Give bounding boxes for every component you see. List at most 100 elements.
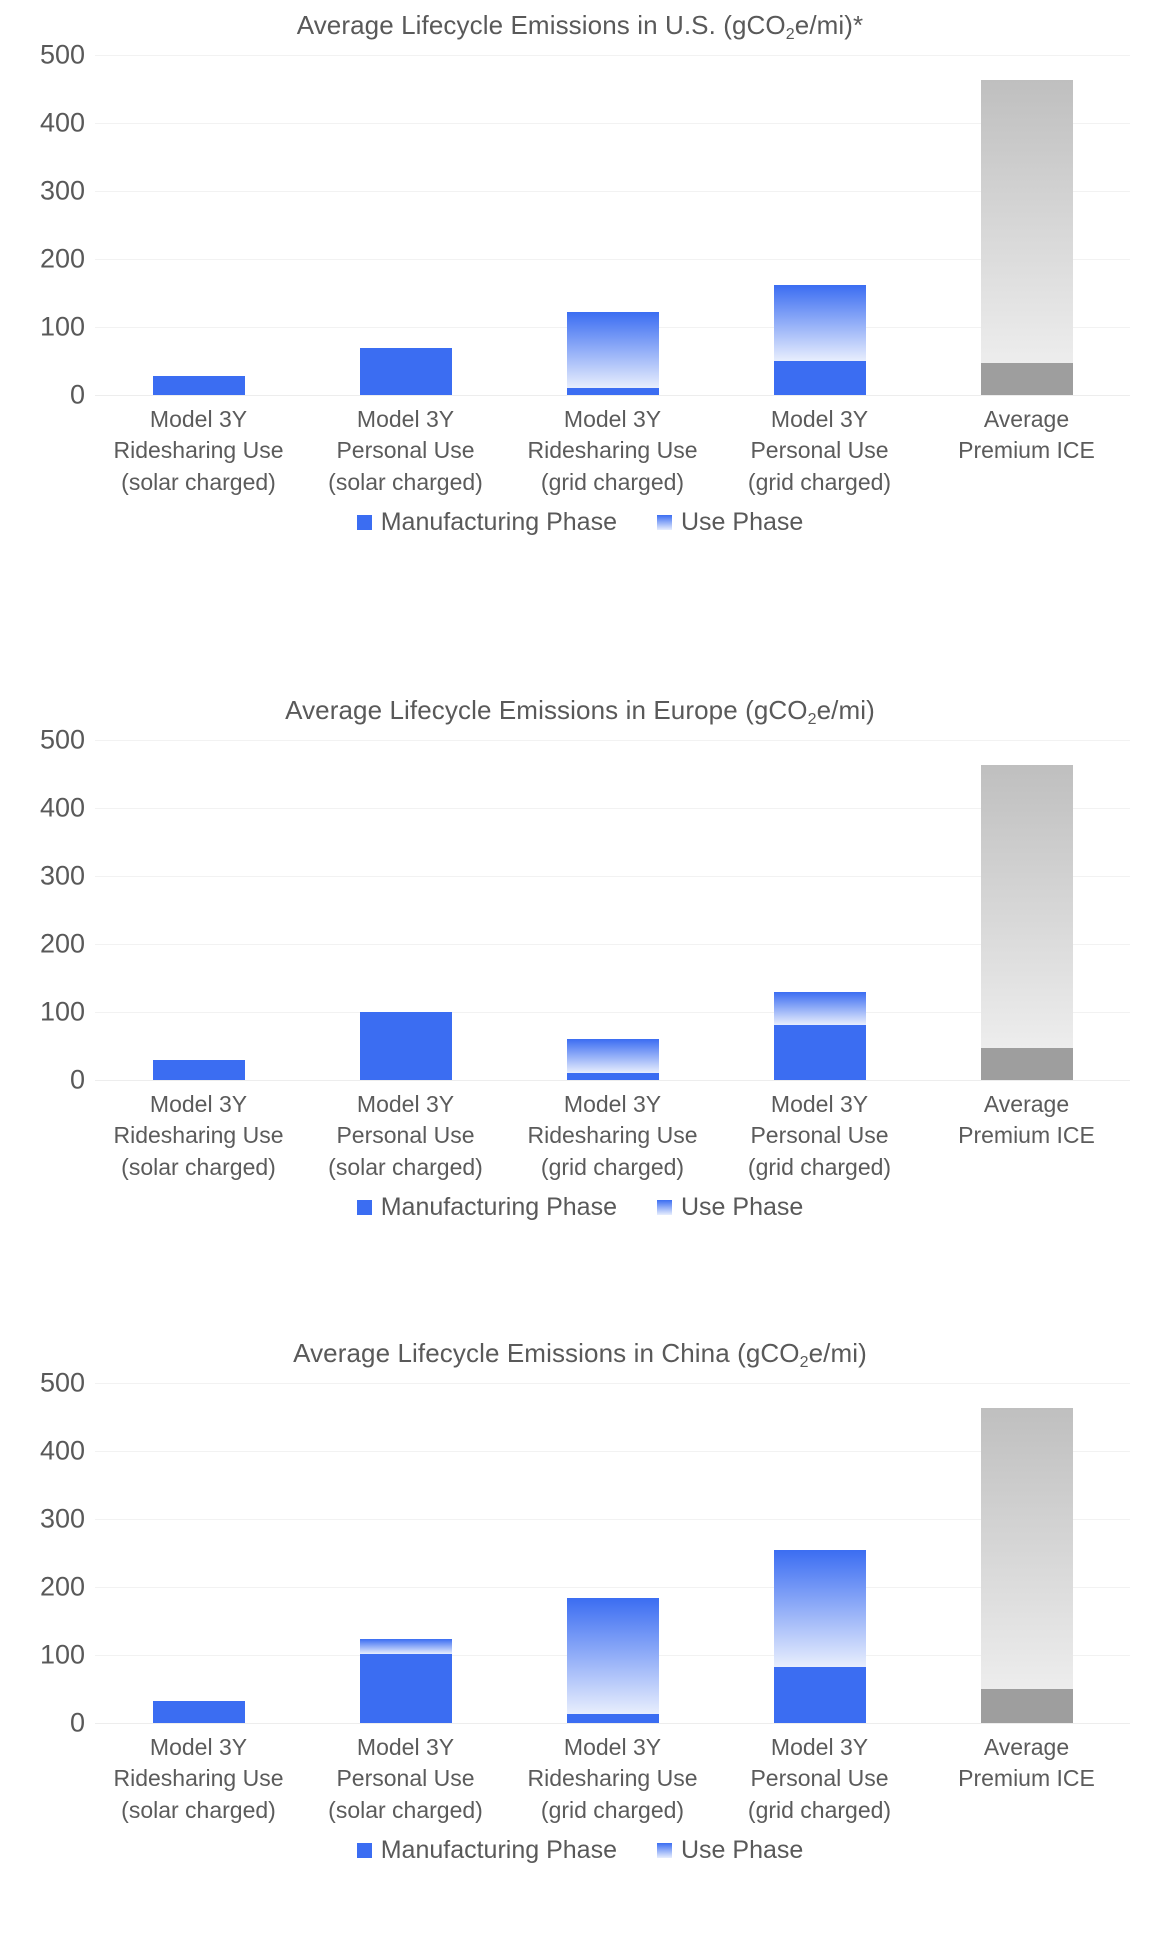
chart-legend: Manufacturing Phase Use Phase bbox=[0, 509, 1160, 535]
gridline bbox=[95, 1451, 1130, 1453]
bar-segment-use-phase bbox=[359, 1638, 452, 1654]
stacked-bar[interactable] bbox=[359, 347, 452, 396]
bar-segment-use-phase bbox=[980, 764, 1073, 1049]
gridline bbox=[95, 944, 1130, 946]
x-axis-label: Model 3Y Ridesharing Use (grid charged) bbox=[527, 1734, 698, 1823]
x-axis-labels: Model 3Y Ridesharing Use (solar charged)… bbox=[95, 1723, 1130, 1826]
y-axis-tick-label: 100 bbox=[39, 311, 85, 342]
gradient-blue-swatch-icon bbox=[656, 514, 672, 530]
gridline bbox=[95, 1080, 1130, 1082]
bar-segment-use-phase bbox=[566, 1598, 659, 1714]
bar-slot bbox=[509, 1383, 716, 1724]
legend-item[interactable]: Manufacturing Phase bbox=[356, 509, 617, 535]
chart-panel: Average Lifecycle Emissions in U.S. (gCO… bbox=[0, 0, 1160, 535]
legend-item[interactable]: Use Phase bbox=[656, 1835, 804, 1864]
legend-label: Manufacturing Phase bbox=[380, 1192, 617, 1221]
chart-title-text: Average Lifecycle Emissions in China (gC… bbox=[293, 1338, 800, 1368]
chart-title: Average Lifecycle Emissions in U.S. (gCO… bbox=[0, 10, 1160, 43]
bar-segment-manufacturing-phase bbox=[566, 388, 659, 396]
bar-slot bbox=[95, 1383, 302, 1724]
legend-item[interactable]: Manufacturing Phase bbox=[356, 1192, 617, 1221]
x-axis-label: Model 3Y Ridesharing Use (grid charged) bbox=[527, 1091, 698, 1180]
grid-area: 0 100 200 300 400 500 bbox=[40, 1369, 1130, 1736]
gridline bbox=[95, 876, 1130, 878]
gridline bbox=[95, 1383, 1130, 1385]
bar-group bbox=[95, 740, 1130, 1081]
x-axis-label: Average Premium ICE bbox=[958, 406, 1095, 464]
stacked-bar[interactable] bbox=[152, 376, 245, 396]
stacked-bar[interactable] bbox=[566, 1598, 659, 1724]
chart-legend: Manufacturing Phase Use Phase bbox=[0, 1835, 1160, 1864]
bar-slot bbox=[302, 740, 509, 1081]
x-axis-label: Average Premium ICE bbox=[958, 1734, 1095, 1792]
legend-item[interactable]: Use Phase bbox=[656, 509, 803, 535]
x-axis-label: Model 3Y Personal Use (solar charged) bbox=[328, 1091, 483, 1180]
stacked-bar[interactable] bbox=[773, 285, 866, 396]
solid-blue-swatch-icon bbox=[356, 1842, 372, 1858]
solid-blue-swatch-icon bbox=[356, 514, 372, 530]
y-axis-tick-label: 300 bbox=[39, 1503, 85, 1534]
x-axis-labels: Model 3Y Ridesharing Use (solar charged)… bbox=[95, 395, 1130, 498]
bar-slot bbox=[716, 1383, 923, 1724]
legend-item[interactable]: Manufacturing Phase bbox=[356, 1837, 617, 1863]
stacked-bar[interactable] bbox=[359, 1638, 452, 1724]
stacked-bar[interactable] bbox=[980, 79, 1073, 396]
stacked-bar[interactable] bbox=[152, 1059, 245, 1081]
legend-item[interactable]: Use Phase bbox=[656, 1194, 803, 1220]
x-axis-label: Model 3Y Ridesharing Use (solar charged) bbox=[113, 1734, 284, 1823]
gridline bbox=[95, 191, 1130, 193]
grid-area: 0 100 200 300 400 500 bbox=[40, 726, 1130, 1093]
bar-group bbox=[95, 55, 1130, 396]
chart-title-suffix: e/mi) bbox=[808, 1338, 867, 1368]
stacked-bar[interactable] bbox=[980, 1407, 1073, 1724]
gridline bbox=[95, 1587, 1130, 1589]
stacked-bar[interactable] bbox=[773, 1549, 866, 1724]
stacked-bar[interactable] bbox=[773, 992, 866, 1081]
bar-slot bbox=[716, 55, 923, 396]
bar-segment-use-phase bbox=[566, 1039, 659, 1073]
x-axis-label: Model 3Y Ridesharing Use (grid charged) bbox=[527, 406, 698, 495]
y-axis-tick-label: 500 bbox=[39, 39, 85, 70]
y-axis-tick-label: 200 bbox=[39, 243, 85, 274]
chart-legend: Manufacturing Phase Use Phase bbox=[0, 1192, 1160, 1221]
chart-title-subscript: 2 bbox=[799, 1354, 809, 1371]
gradient-blue-swatch-icon bbox=[656, 1842, 672, 1858]
bar-segment-manufacturing-phase bbox=[773, 1025, 866, 1081]
bar-segment-use-phase bbox=[773, 1549, 866, 1667]
y-axis-tick-label: 300 bbox=[39, 175, 85, 206]
plot-area: 0 100 200 300 400 500 bbox=[0, 1369, 1160, 1736]
bar-slot bbox=[923, 740, 1130, 1081]
stacked-bar[interactable] bbox=[566, 1039, 659, 1081]
y-axis-tick-label: 300 bbox=[39, 860, 85, 891]
bar-slot bbox=[716, 740, 923, 1081]
bar-segment-manufacturing-phase bbox=[359, 347, 452, 396]
solid-blue-swatch-icon bbox=[356, 1199, 372, 1215]
stacked-bar[interactable] bbox=[152, 1700, 245, 1724]
bar-segment-manufacturing-phase bbox=[359, 1653, 452, 1724]
stacked-bar[interactable] bbox=[359, 1012, 452, 1081]
y-axis-tick-label: 400 bbox=[39, 792, 85, 823]
plot-area: 0 100 200 300 400 500 bbox=[0, 726, 1160, 1093]
y-axis-tick-label: 100 bbox=[39, 1639, 85, 1670]
chart-title-text: Average Lifecycle Emissions in Europe (g… bbox=[285, 695, 808, 725]
bar-segment-use-phase bbox=[773, 285, 866, 362]
gridline bbox=[95, 1012, 1130, 1014]
bar-segment-manufacturing-phase bbox=[152, 1700, 245, 1724]
gridline bbox=[95, 395, 1130, 397]
gridline bbox=[95, 123, 1130, 125]
x-axis-label: Average Premium ICE bbox=[958, 1091, 1095, 1149]
bar-segment-manufacturing-phase bbox=[152, 1059, 245, 1081]
chart-title: Average Lifecycle Emissions in Europe (g… bbox=[0, 695, 1160, 728]
x-axis-label: Model 3Y Ridesharing Use (solar charged) bbox=[113, 406, 284, 495]
stacked-bar[interactable] bbox=[980, 764, 1073, 1081]
bar-slot bbox=[95, 740, 302, 1081]
gridline bbox=[95, 1723, 1130, 1725]
legend-label: Use Phase bbox=[680, 1835, 804, 1864]
chart-title-subscript: 2 bbox=[807, 711, 817, 728]
y-axis-tick-label: 0 bbox=[69, 379, 85, 410]
stacked-bar[interactable] bbox=[566, 312, 659, 396]
chart-panel: Average Lifecycle Emissions in Europe (g… bbox=[0, 655, 1160, 1220]
bar-segment-manufacturing-phase bbox=[980, 1048, 1073, 1081]
gridline bbox=[95, 740, 1130, 742]
